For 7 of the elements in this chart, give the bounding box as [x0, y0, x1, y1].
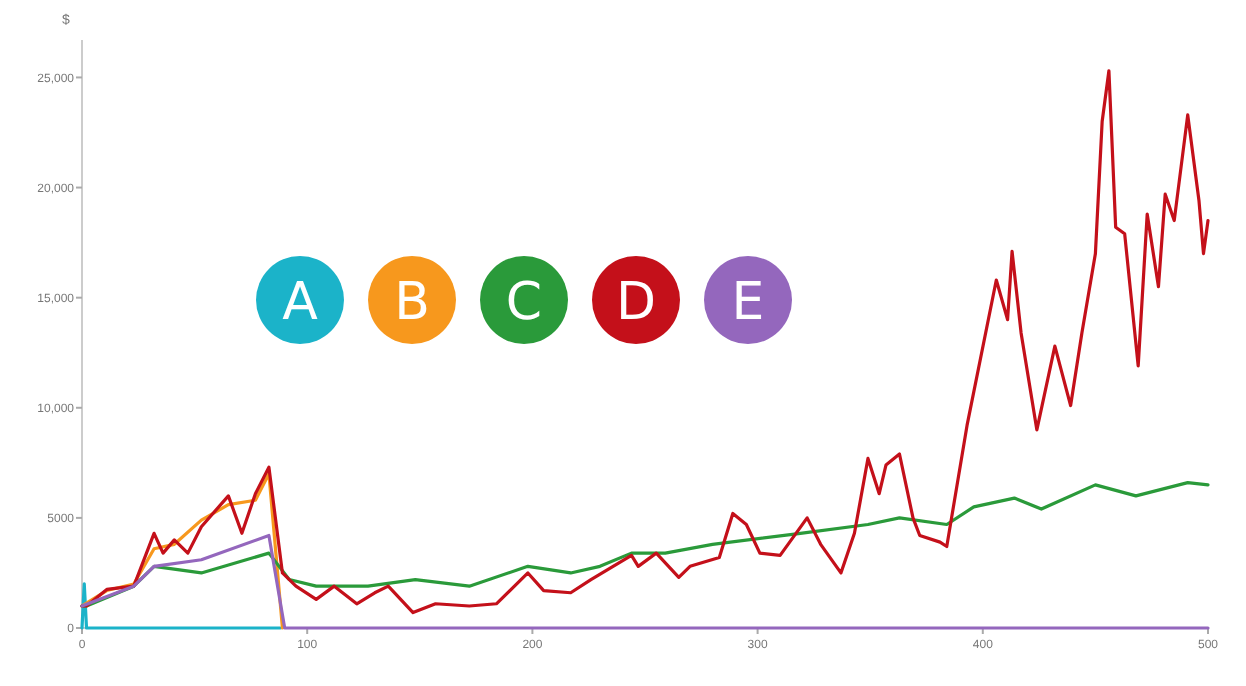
- text: E: [731, 272, 765, 333]
- text: A: [282, 272, 319, 333]
- text: B: [394, 272, 430, 333]
- text: C: [505, 272, 543, 333]
- text: D: [615, 272, 657, 333]
- line-series: [80, 69, 1210, 615]
- line-series: [80, 472, 285, 630]
